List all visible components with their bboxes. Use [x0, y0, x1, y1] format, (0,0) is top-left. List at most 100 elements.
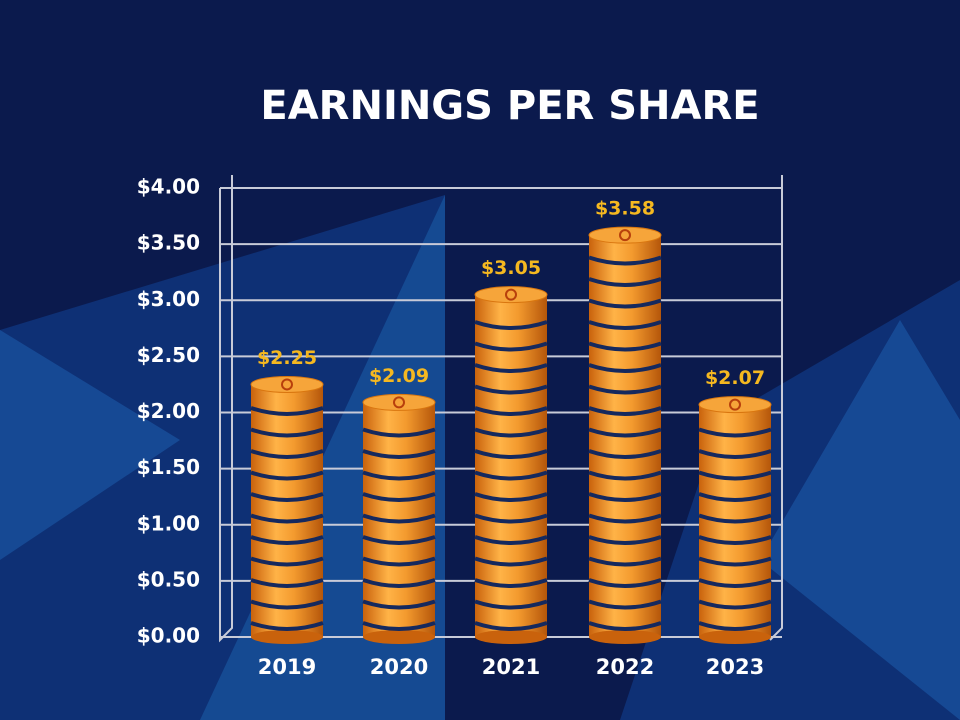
coin-edge: [250, 406, 324, 416]
coin-edge: [362, 556, 436, 567]
coin-edge: [698, 578, 772, 588]
coin-top: [250, 375, 324, 393]
x-tick-label: 2022: [596, 655, 654, 679]
coin-edge: [698, 449, 772, 459]
bg-shape: [0, 330, 180, 560]
coin-edge: [474, 320, 548, 330]
coin-edge: [474, 556, 548, 567]
coin-edge: [698, 427, 772, 438]
coin-edge: [474, 427, 548, 438]
coin-edge: [588, 320, 662, 330]
coin-base: [589, 630, 661, 644]
coin-edge: [362, 599, 436, 610]
coin-top: [588, 226, 662, 244]
coin-edge: [698, 621, 772, 631]
coin-edge: [474, 449, 548, 459]
coin-emblem: [505, 288, 517, 301]
coin-edge: [362, 513, 436, 524]
coin-edge: [588, 363, 662, 373]
coin-edge: [698, 470, 772, 481]
coin-edge: [250, 513, 324, 524]
coin-emblem: [281, 378, 293, 391]
coin-edge: [588, 298, 662, 309]
coin-edge: [362, 535, 436, 545]
coin-emblem: [393, 396, 405, 409]
coin-edge: [588, 277, 662, 287]
x-tick-label: 2021: [482, 655, 540, 679]
coin-edge: [588, 621, 662, 631]
coin-edge: [362, 427, 436, 438]
x-tick-label: 2023: [706, 655, 764, 679]
coin-edge: [362, 578, 436, 588]
coin-edge: [362, 449, 436, 459]
value-label: $2.25: [257, 347, 317, 369]
coin-base: [475, 630, 547, 644]
coin-edge: [474, 492, 548, 502]
value-label: $3.58: [595, 198, 655, 220]
coin-edge: [362, 492, 436, 502]
coin-edge: [250, 470, 324, 481]
coin-edge: [698, 492, 772, 502]
coin-edge: [362, 621, 436, 631]
coin-edge: [474, 384, 548, 395]
y-tick-label: $3.00: [137, 287, 200, 311]
coin-edge: [474, 599, 548, 610]
coin-edge: [588, 599, 662, 610]
coin-edge: [588, 427, 662, 438]
y-tick-label: $4.00: [137, 175, 200, 199]
coin-edge: [698, 513, 772, 524]
coin-edge: [588, 513, 662, 524]
y-tick-label: $2.00: [137, 399, 200, 423]
coin-edge: [698, 535, 772, 545]
coin-edge: [250, 535, 324, 545]
coin-edge: [588, 578, 662, 588]
coin-edge: [250, 621, 324, 631]
bg-shape: [760, 320, 960, 720]
y-tick-label: $0.00: [137, 624, 200, 648]
coin-edge: [698, 556, 772, 567]
bar: [251, 384, 323, 637]
coin-edge: [588, 470, 662, 481]
coin-edge: [362, 470, 436, 481]
coin-top: [474, 286, 548, 304]
y-tick-label: $1.00: [137, 511, 200, 535]
coin-edge: [588, 384, 662, 395]
coin-edge: [474, 363, 548, 373]
coin-edge: [698, 599, 772, 610]
x-tick-label: 2019: [258, 655, 316, 679]
value-label: $2.09: [369, 365, 429, 387]
coin-edge: [250, 556, 324, 567]
coin-edge: [474, 341, 548, 352]
value-label: $3.05: [481, 257, 541, 279]
y-tick-label: $2.50: [137, 343, 200, 367]
coin-edge: [474, 578, 548, 588]
coin-emblem: [619, 229, 631, 242]
coin-base: [363, 630, 435, 644]
coin-emblem: [729, 398, 741, 411]
coin-edge: [588, 492, 662, 502]
y-tick-label: $0.50: [137, 567, 200, 591]
chart-title: EARNINGS PER SHARE: [260, 83, 759, 129]
y-tick-label: $1.50: [137, 455, 200, 479]
coin-edge: [250, 492, 324, 502]
coin-edge: [250, 599, 324, 610]
coin-edge: [250, 427, 324, 438]
coin-edge: [474, 535, 548, 545]
coin-edge: [474, 406, 548, 416]
value-label: $2.07: [705, 367, 765, 389]
coin-edge: [250, 449, 324, 459]
y-tick-label: $3.50: [137, 231, 200, 255]
coin-edge: [588, 556, 662, 567]
coin-edge: [588, 341, 662, 352]
coin-edge: [250, 578, 324, 588]
coin-top: [362, 393, 436, 411]
coin-base: [251, 630, 323, 644]
coin-edge: [474, 470, 548, 481]
coin-edge: [474, 513, 548, 524]
coin-edge: [588, 406, 662, 416]
coin-edge: [474, 621, 548, 631]
axis-wall: [219, 175, 233, 643]
coin-edge: [588, 449, 662, 459]
